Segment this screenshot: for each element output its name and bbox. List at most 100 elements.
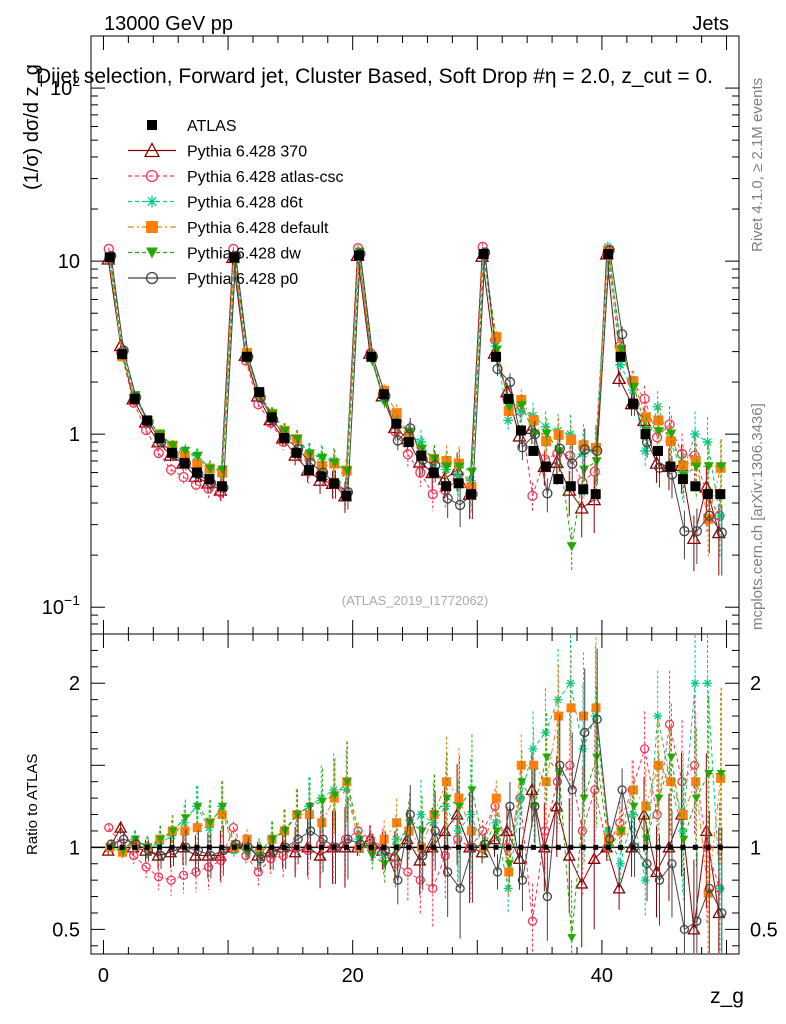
- ratio-line-segment: [432, 855, 446, 889]
- ratio-point: [562, 848, 576, 861]
- data-point: [529, 429, 541, 440]
- data-point: [566, 542, 577, 552]
- ratio-point: [256, 854, 266, 864]
- ratio-line-segment: [534, 806, 548, 897]
- atlas-ratio-point: [294, 844, 300, 850]
- series-line-segment: [544, 453, 558, 460]
- series-line-segment: [522, 433, 536, 448]
- atlas-point: [179, 458, 190, 469]
- ratio-point: [553, 695, 563, 705]
- ratio-line-segment: [433, 781, 447, 815]
- atlas-ratio-point: [281, 844, 287, 850]
- x-tick-label: 40: [591, 965, 613, 987]
- ratio-layer: [101, 635, 727, 953]
- atlas-point: [690, 481, 701, 492]
- ratio-point: [166, 875, 176, 885]
- atlas-ratio-point: [306, 844, 312, 850]
- series-line-segment: [608, 253, 623, 350]
- data-point: [192, 451, 203, 461]
- atlas-point: [279, 433, 290, 444]
- ratio-point: [542, 753, 552, 762]
- ratio-line-segment: [607, 830, 621, 864]
- data-point: [665, 436, 676, 447]
- ratio-point: [587, 851, 601, 864]
- legend-label: ATLAS: [187, 118, 237, 135]
- atlas-point: [528, 445, 539, 456]
- atlas-point: [191, 467, 202, 478]
- atlas-ratio-point: [618, 844, 624, 850]
- series-line-segment: [621, 334, 636, 404]
- data-point: [541, 429, 552, 439]
- ratio-point: [679, 835, 689, 844]
- ratio-point: [516, 793, 526, 803]
- ratio-line-segment: [669, 781, 684, 832]
- data-point: [554, 443, 565, 454]
- ratio-point: [691, 794, 701, 803]
- ratio-point: [603, 826, 613, 836]
- series-line-segment: [170, 469, 184, 478]
- ratio-line-segment: [198, 850, 212, 857]
- energy-label: 13000 GeV pp: [104, 13, 233, 35]
- data-point: [615, 359, 626, 370]
- atlas-point: [391, 418, 402, 429]
- ratio-point: [293, 834, 303, 844]
- ratio-line-segment: [484, 843, 498, 873]
- x-tick-label: 0: [98, 965, 109, 987]
- ratio-point: [529, 760, 539, 770]
- ratio-line-segment: [543, 806, 558, 848]
- ratio-point: [640, 875, 650, 885]
- ratio-line-segment: [335, 838, 349, 848]
- series-4: [105, 247, 727, 573]
- legend-label: Pythia 6.428 d6t: [187, 195, 303, 212]
- data-point: [454, 462, 465, 472]
- ratio-point: [565, 760, 575, 770]
- ratio-line-segment: [372, 855, 386, 865]
- ratio-line-segment: [183, 871, 197, 876]
- series-line-segment: [669, 424, 683, 454]
- ratio-line-segment: [705, 830, 720, 914]
- data-point: [417, 444, 428, 454]
- ratio-line-segment: [397, 814, 411, 881]
- atlas-point: [702, 489, 713, 500]
- series-line-segment: [520, 410, 534, 417]
- series-line-segment: [657, 406, 671, 442]
- atlas-ratio-point: [256, 844, 262, 850]
- series-line-segment: [434, 458, 448, 467]
- atlas-point: [154, 433, 165, 444]
- atlas-ratio-point: [593, 844, 599, 850]
- series-line-segment: [397, 428, 411, 441]
- ratio-line-segment: [659, 863, 673, 881]
- ratio-line-segment: [145, 866, 159, 878]
- ratio-line-segment: [670, 757, 685, 840]
- series-line-segment: [519, 410, 533, 496]
- ratio-line-segment: [384, 850, 399, 881]
- atlas-point: [491, 351, 501, 362]
- ratio-point: [554, 711, 564, 721]
- data-point: [616, 345, 627, 355]
- series-line-segment: [595, 250, 609, 448]
- ratio-point: [242, 834, 252, 844]
- ratio-line-segment: [618, 847, 633, 889]
- ratio-point: [180, 814, 190, 823]
- atlas-point: [515, 425, 526, 436]
- series-line-segment: [222, 255, 237, 488]
- atlas-ratio-point: [206, 844, 212, 850]
- ratio-point: [155, 835, 165, 844]
- ratio-point: [580, 727, 590, 738]
- ratio-point: [216, 855, 226, 866]
- atlas-point: [304, 465, 315, 476]
- series-atlas: [104, 248, 726, 501]
- atlas-point: [540, 461, 551, 472]
- ratio-point: [156, 850, 166, 861]
- atlas-point: [341, 490, 352, 501]
- legend: ATLAS Pythia 6.428 370 Pythia 6.428 atlas-…: [128, 118, 344, 288]
- ratio-line-segment: [260, 851, 274, 860]
- ratio-point: [578, 744, 588, 754]
- ratio-point: [677, 777, 687, 787]
- ratio-line-segment: [346, 781, 360, 848]
- data-point: [405, 423, 416, 434]
- ratio-tick-label: 0.5: [52, 919, 80, 941]
- atlas-point: [677, 474, 688, 485]
- y-tick-label: 1: [69, 424, 80, 446]
- atlas-point: [590, 489, 601, 500]
